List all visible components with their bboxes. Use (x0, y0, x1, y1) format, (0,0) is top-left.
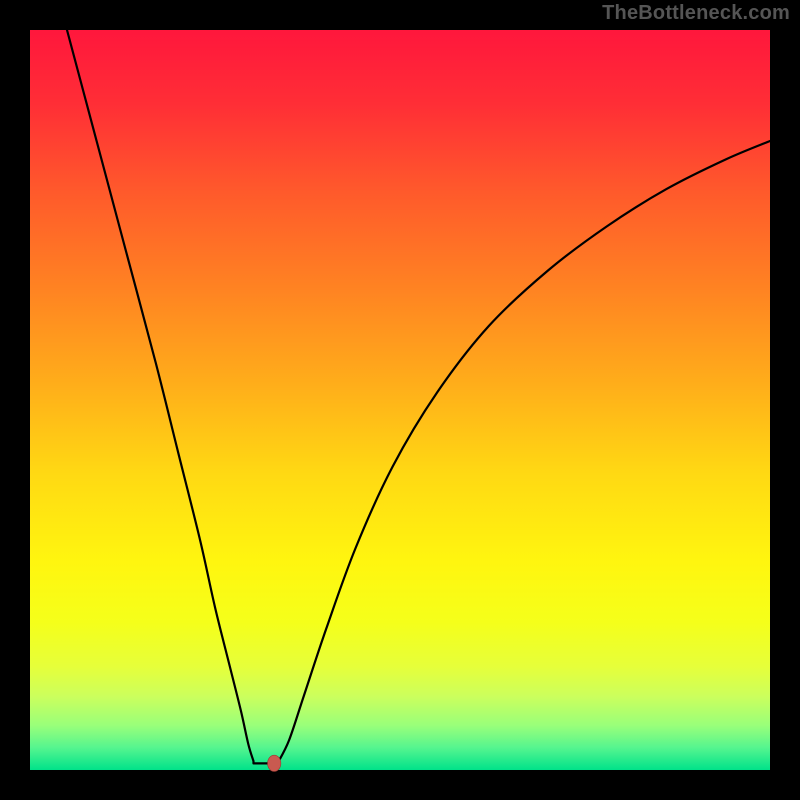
optimal-point-marker (268, 755, 281, 771)
watermark-text: TheBottleneck.com (602, 2, 790, 25)
plot-background-gradient (30, 30, 770, 770)
bottleneck-chart (0, 0, 800, 800)
chart-container: TheBottleneck.com (0, 0, 800, 800)
